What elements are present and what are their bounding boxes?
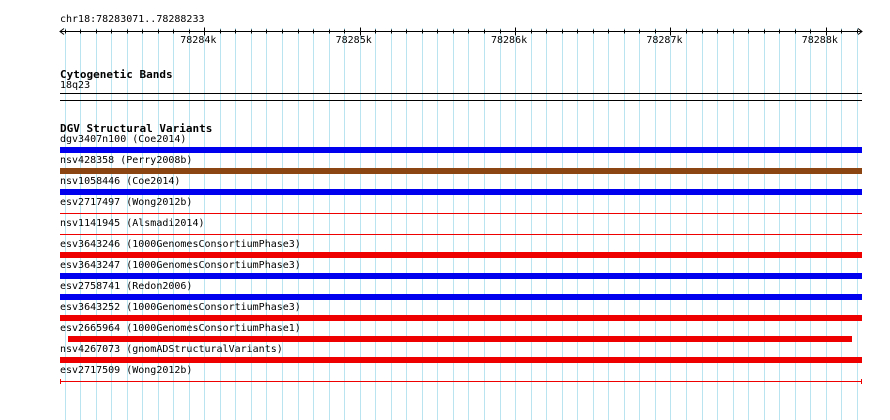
cytoband-label[interactable]: 18q23 xyxy=(60,80,91,91)
ruler-tick-label: 78288k xyxy=(801,35,838,46)
feature-bar[interactable] xyxy=(60,294,862,300)
feature-label[interactable]: nsv4267073 (gnomADStructuralVariants) xyxy=(60,344,283,355)
feature-label[interactable]: esv2717509 (Wong2012b) xyxy=(60,365,193,376)
feature-label[interactable]: nsv428358 (Perry2008b) xyxy=(60,155,193,166)
feature-bar[interactable] xyxy=(60,357,862,363)
dgv-track-title[interactable]: DGV Structural Variants xyxy=(60,122,213,135)
feature-bar[interactable] xyxy=(60,273,862,279)
ruler-tick-label: 78285k xyxy=(335,35,372,46)
feature-bar[interactable] xyxy=(60,252,862,258)
feature-bar[interactable] xyxy=(60,381,862,382)
ruler-left-arrow xyxy=(59,28,65,35)
feature-label[interactable]: esv2665964 (1000GenomesConsortiumPhase1) xyxy=(60,323,301,334)
cytoband-line-bottom xyxy=(60,100,862,101)
location-label: chr18:78283071..78288233 xyxy=(60,14,205,25)
ruler-tick-label: 78286k xyxy=(491,35,528,46)
cytoband-track-title[interactable]: Cytogenetic Bands xyxy=(60,68,173,81)
feature-bar[interactable] xyxy=(60,315,862,321)
feature-label[interactable]: nsv1141945 (Alsmadi2014) xyxy=(60,218,205,229)
feature-bar[interactable] xyxy=(60,189,862,195)
feature-end-cap xyxy=(60,379,61,384)
feature-label[interactable]: esv2717497 (Wong2012b) xyxy=(60,197,193,208)
feature-bar[interactable] xyxy=(60,147,862,153)
feature-bar[interactable] xyxy=(60,213,862,214)
feature-label[interactable]: dgv3407n100 (Coe2014) xyxy=(60,134,187,145)
ruler-right-arrow xyxy=(857,28,863,35)
feature-label[interactable]: esv3643246 (1000GenomesConsortiumPhase3) xyxy=(60,239,301,250)
feature-bar[interactable] xyxy=(60,168,862,174)
ruler-tick-label: 78284k xyxy=(180,35,217,46)
ruler-tick-label: 78287k xyxy=(646,35,683,46)
feature-label[interactable]: esv2758741 (Redon2006) xyxy=(60,281,193,292)
feature-bar[interactable] xyxy=(60,234,862,235)
feature-label[interactable]: esv3643252 (1000GenomesConsortiumPhase3) xyxy=(60,302,301,313)
feature-label[interactable]: nsv1058446 (Coe2014) xyxy=(60,176,181,187)
feature-end-cap xyxy=(861,379,862,384)
feature-label[interactable]: esv3643247 (1000GenomesConsortiumPhase3) xyxy=(60,260,301,271)
cytoband-line-top xyxy=(60,93,862,94)
feature-bar[interactable] xyxy=(68,336,852,342)
